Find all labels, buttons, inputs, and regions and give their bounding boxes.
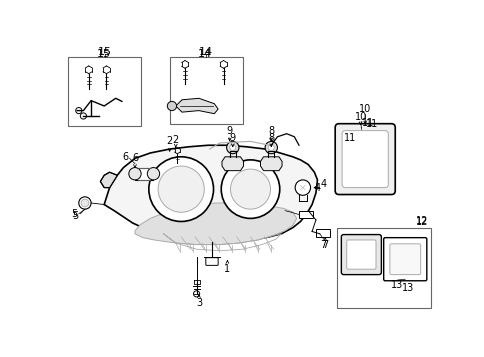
Text: 11: 11 [365,119,378,129]
Text: 8: 8 [268,126,274,136]
Text: 4: 4 [320,179,326,189]
Bar [337,228,431,308]
Circle shape [158,166,204,212]
Text: 6: 6 [132,154,138,164]
FancyBboxPatch shape [346,240,375,269]
Circle shape [230,169,270,209]
Text: 3: 3 [196,298,201,308]
Text: 2: 2 [172,135,179,145]
Text: 5: 5 [71,209,77,219]
Polygon shape [100,172,117,187]
Bar [169,57,242,125]
FancyBboxPatch shape [341,235,380,275]
Text: 14: 14 [197,49,212,59]
Text: |: | [359,121,361,128]
FancyBboxPatch shape [334,124,394,195]
Circle shape [193,291,199,297]
Circle shape [78,197,91,209]
Circle shape [221,160,279,218]
FancyBboxPatch shape [389,244,420,275]
Circle shape [295,180,310,195]
FancyBboxPatch shape [341,131,388,187]
Circle shape [129,167,141,180]
Text: 8: 8 [268,133,274,143]
Text: 14: 14 [199,47,213,57]
Text: 2: 2 [166,136,172,146]
Polygon shape [135,203,296,245]
Text: 11: 11 [362,118,374,128]
Circle shape [76,107,82,114]
Bar [68,57,141,126]
Text: 10: 10 [354,112,366,122]
Text: 12: 12 [415,217,427,227]
Circle shape [80,113,86,119]
Text: 13: 13 [401,283,414,293]
Bar [315,229,329,237]
Polygon shape [260,157,282,171]
Text: 4: 4 [314,182,320,192]
Text: 15: 15 [97,47,111,57]
Bar [298,211,312,218]
Text: 1: 1 [224,264,230,274]
Circle shape [81,199,89,207]
Text: 7: 7 [321,240,328,250]
Text: 13: 13 [391,280,403,290]
Text: 15: 15 [97,49,111,59]
Circle shape [147,167,159,180]
Polygon shape [104,145,317,241]
Circle shape [226,141,239,154]
Text: 12: 12 [415,216,427,226]
Polygon shape [175,98,218,114]
Circle shape [149,157,213,221]
Text: 11: 11 [343,133,355,143]
Text: 7: 7 [320,240,326,250]
Text: 5: 5 [73,211,79,221]
Polygon shape [222,157,243,171]
Circle shape [265,141,277,154]
Text: 9: 9 [226,126,232,136]
Circle shape [167,101,176,111]
Circle shape [268,145,274,151]
Text: 9: 9 [229,133,235,143]
Circle shape [229,145,235,151]
Text: 10: 10 [358,104,371,114]
FancyBboxPatch shape [383,238,426,281]
Text: 6: 6 [121,152,128,162]
FancyBboxPatch shape [205,258,218,265]
Bar [135,167,153,180]
